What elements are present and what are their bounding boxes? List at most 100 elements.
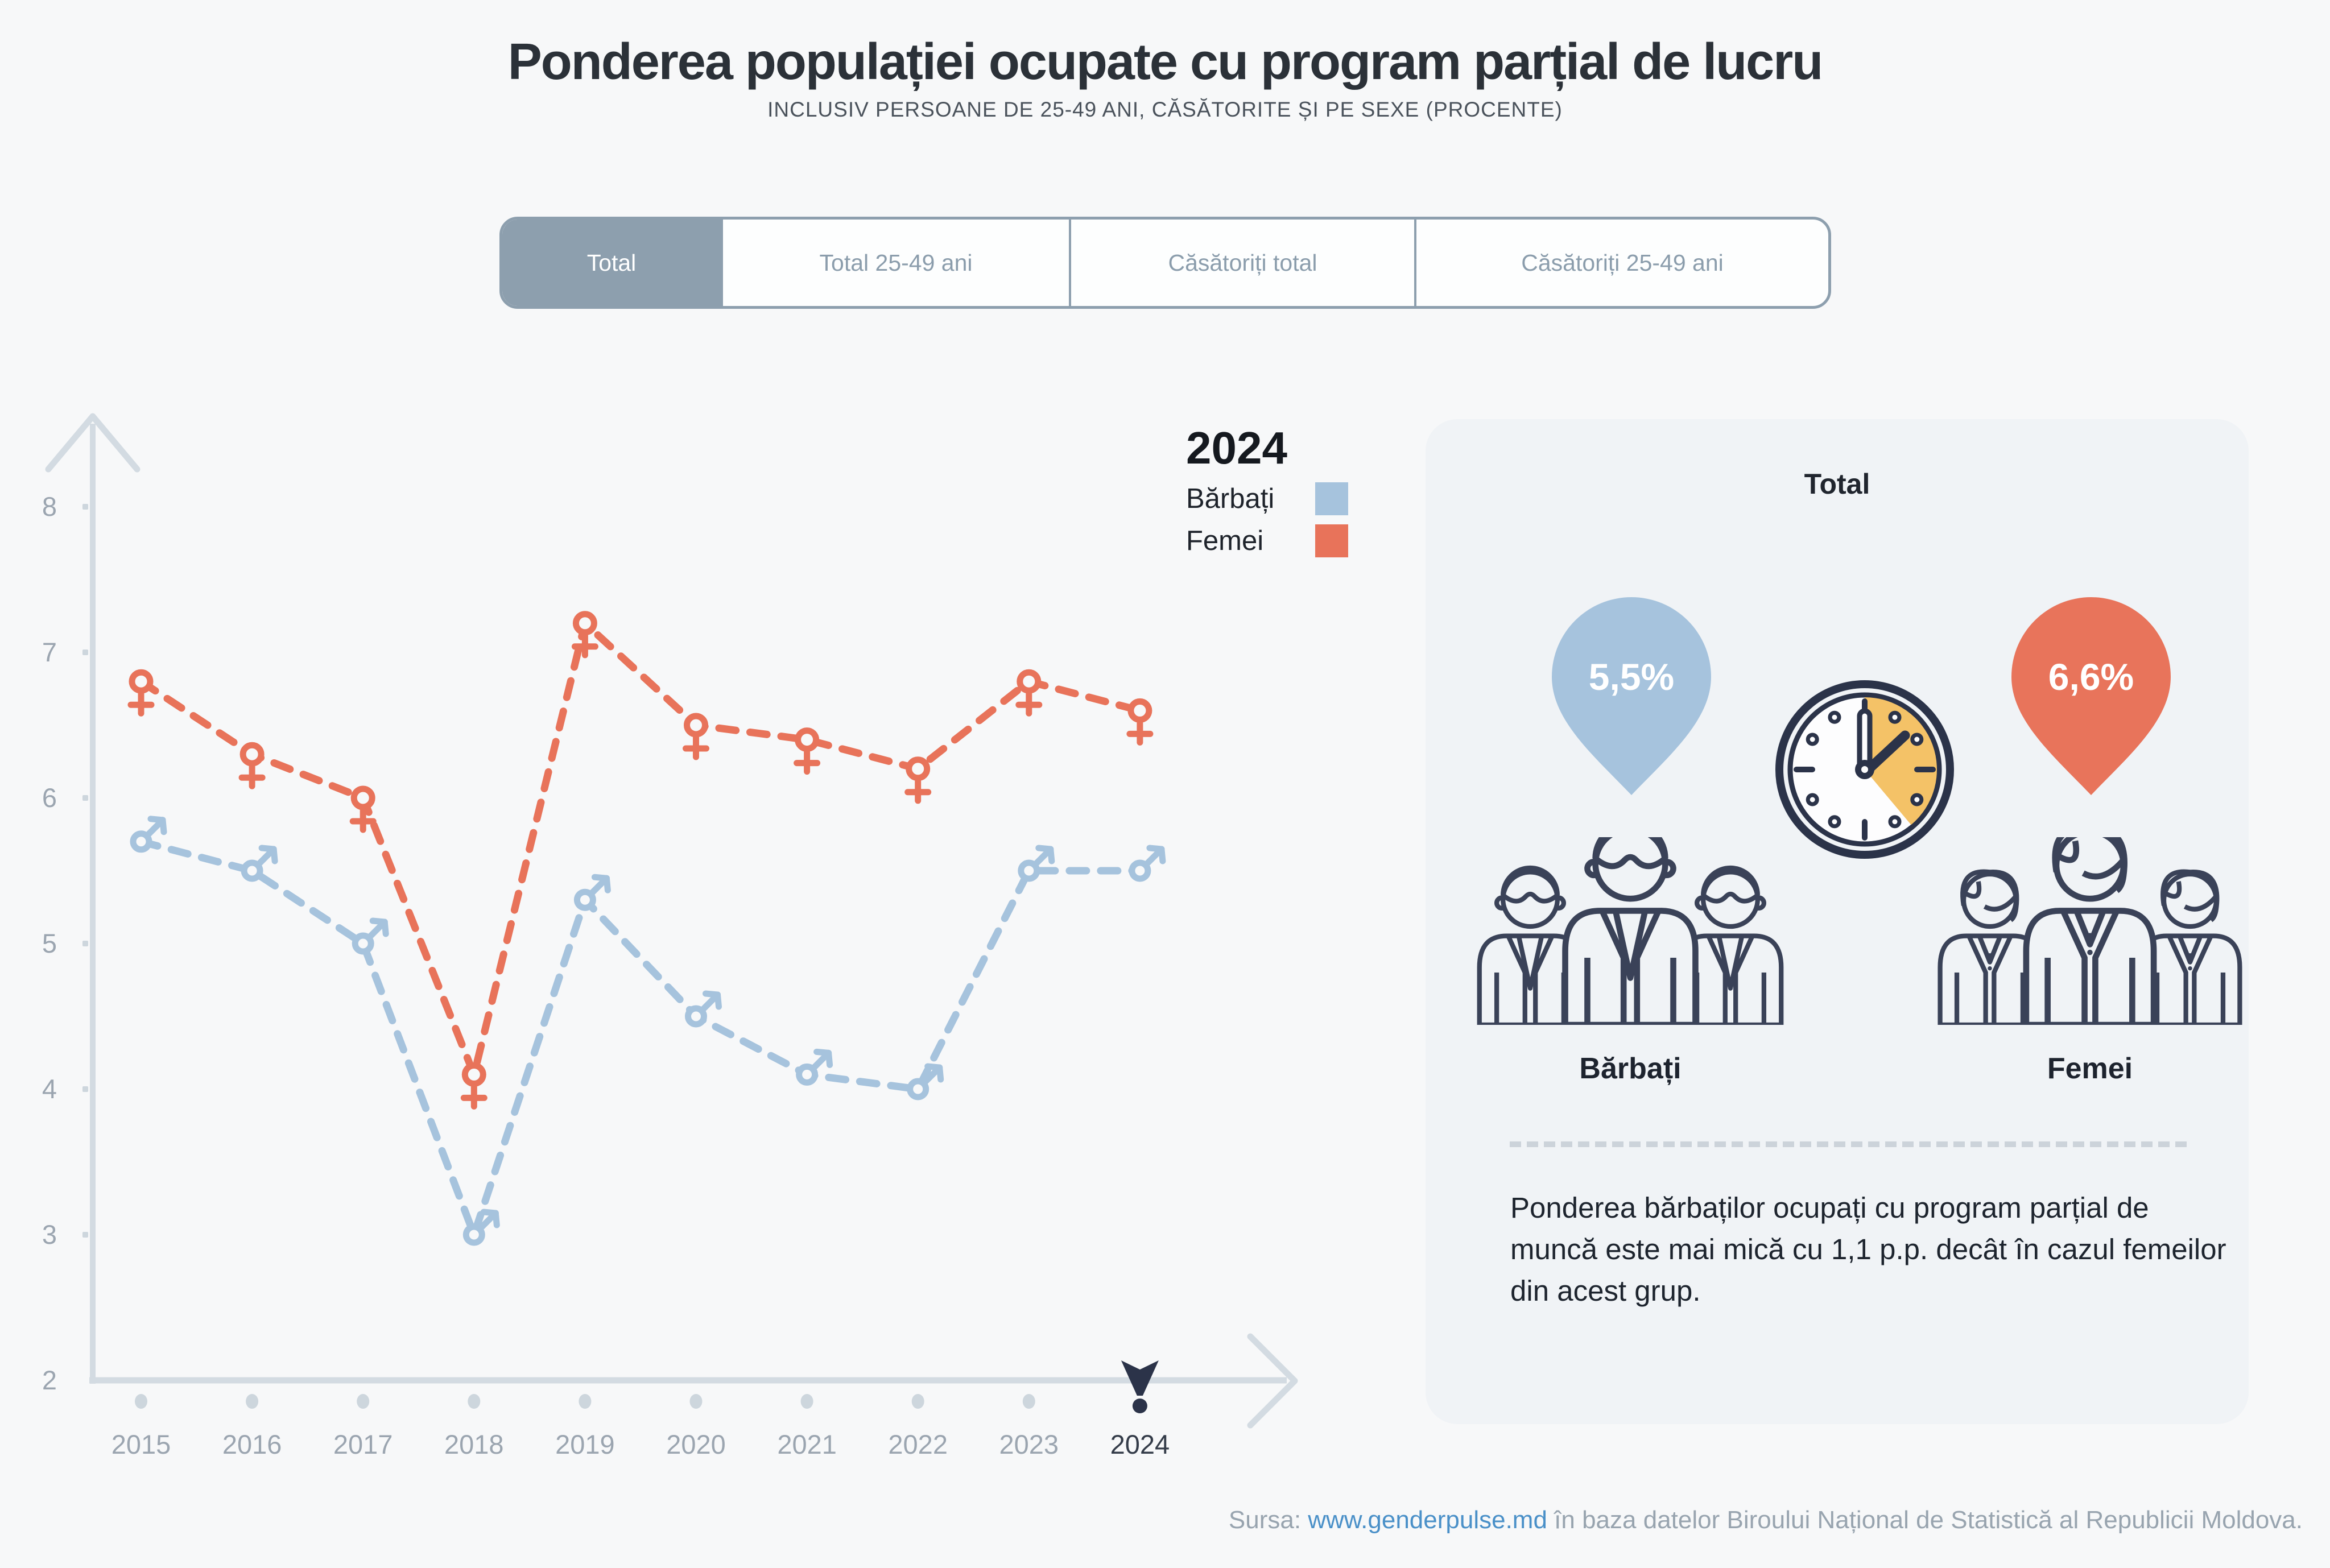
tab-casatoriti-25-49[interactable]: Căsătoriți 25-49 ani xyxy=(1414,220,1828,306)
y-axis-label: 8 xyxy=(42,491,57,522)
legend-row-women: Femei xyxy=(1186,523,1348,558)
page-subtitle: INCLUSIV PERSOANE DE 25-49 ANI, CĂSĂTORI… xyxy=(767,98,1563,121)
tab-total[interactable]: Total xyxy=(502,220,721,306)
male-symbol-marker xyxy=(241,845,278,882)
y-axis-ticks: 2 3 4 5 6 7 8 xyxy=(42,491,88,1395)
y-axis-tick xyxy=(82,649,88,655)
y-axis-tick xyxy=(82,941,88,946)
tab-total-25-49[interactable]: Total 25-49 ani xyxy=(721,220,1069,306)
clock-icon xyxy=(1775,680,1954,859)
male-symbol-marker xyxy=(573,874,611,911)
source-footer: Sursa: www.genderpulse.md în baza datelo… xyxy=(1229,1506,2303,1534)
y-axis-tick xyxy=(82,504,88,510)
y-axis-label: 2 xyxy=(42,1365,57,1395)
source-suffix: în baza datelor Biroului Național de Sta… xyxy=(1547,1506,2303,1534)
line-male xyxy=(137,838,1144,1239)
x-axis-arrow-icon xyxy=(1247,1333,1298,1429)
year-tick-dot xyxy=(1022,1394,1035,1409)
source-prefix: Sursa: xyxy=(1228,1506,1308,1534)
y-axis-tick xyxy=(82,1232,88,1238)
female-symbol-marker xyxy=(683,713,709,760)
series-markers xyxy=(127,611,1166,1246)
male-symbol-marker xyxy=(130,816,167,853)
x-axis-label: 2018 xyxy=(444,1429,504,1459)
men-group-icon xyxy=(1471,837,1790,1025)
x-axis-ticks: 2015 2016 2017 2018 2019 2020 2021 2022 2023 2024 xyxy=(111,1360,1170,1459)
x-axis-label: 2016 xyxy=(222,1429,282,1459)
women-group-label: Femei xyxy=(2047,1052,2133,1085)
female-symbol-marker xyxy=(349,785,377,833)
year-tick-dot xyxy=(800,1394,813,1409)
y-axis-label: 4 xyxy=(42,1074,57,1104)
line-female xyxy=(137,619,1144,1078)
women-value-pin: 6,6% xyxy=(2011,597,2171,795)
x-axis-label: 2021 xyxy=(777,1429,837,1459)
panel-title: Total xyxy=(1804,468,1870,500)
female-symbol-marker xyxy=(1126,698,1154,746)
tab-casatoriti-total[interactable]: Căsătoriți total xyxy=(1069,220,1414,306)
y-axis-label: 7 xyxy=(42,637,57,667)
men-value: 5,5% xyxy=(1589,656,1674,698)
female-symbol-marker xyxy=(904,756,932,804)
men-value-pin: 5,5% xyxy=(1552,597,1711,795)
year-tick-dot xyxy=(579,1394,592,1409)
y-axis-label: 3 xyxy=(42,1219,57,1250)
legend-swatch-men-icon xyxy=(1315,482,1348,515)
female-symbol-marker xyxy=(460,1062,488,1110)
female-symbol-marker xyxy=(1015,669,1043,717)
x-axis-label: 2017 xyxy=(333,1429,393,1459)
men-group-label: Bărbați xyxy=(1579,1052,1682,1085)
year-tick-dot xyxy=(689,1394,703,1409)
x-axis-label: 2024 xyxy=(1110,1429,1170,1459)
page-title: Ponderea populației ocupate cu program p… xyxy=(507,34,1823,90)
women-value: 6,6% xyxy=(2048,656,2134,698)
summary-panel: Total 5,5% 6,6% xyxy=(1426,419,2249,1424)
female-symbol-marker xyxy=(238,742,266,789)
male-symbol-marker xyxy=(796,1048,833,1086)
pin-shape-women xyxy=(2011,597,2171,795)
pin-shape-men xyxy=(1552,597,1711,795)
panel-note: Ponderea bărbaților ocupați cu program p… xyxy=(1510,1191,2226,1307)
x-axis-label: 2020 xyxy=(666,1429,726,1459)
dashed-divider xyxy=(1510,1141,2187,1147)
male-symbol-marker xyxy=(462,1209,500,1246)
y-axis-tick xyxy=(82,1086,88,1092)
y-axis-label: 6 xyxy=(42,783,57,813)
male-symbol-marker xyxy=(1018,845,1055,882)
female-symbol-marker xyxy=(127,669,155,717)
source-link[interactable]: www.genderpulse.md xyxy=(1308,1506,1547,1534)
male-symbol-marker xyxy=(1129,845,1166,882)
women-group-icon xyxy=(1931,837,2249,1025)
year-tick-dot xyxy=(911,1394,924,1409)
x-axis xyxy=(89,1333,1298,1429)
year-tick-dot xyxy=(468,1394,481,1409)
year-tick-dot xyxy=(135,1394,147,1409)
y-axis xyxy=(45,413,141,1384)
x-axis-label: 2023 xyxy=(999,1429,1059,1459)
male-symbol-marker xyxy=(352,917,389,955)
female-symbol-marker xyxy=(794,727,821,775)
year-tick-dot xyxy=(246,1394,259,1409)
category-tabs: Total Total 25-49 ani Căsătoriți total C… xyxy=(499,217,1831,309)
legend-label-men: Bărbați xyxy=(1186,483,1275,514)
legend-row-men: Bărbați xyxy=(1186,481,1348,516)
x-axis-label: 2019 xyxy=(555,1429,615,1459)
legend-swatch-women-icon xyxy=(1315,524,1348,557)
chart-legend: 2024 Bărbați Femei xyxy=(1186,422,1348,558)
male-symbol-marker xyxy=(907,1063,944,1101)
y-axis-tick xyxy=(82,795,88,801)
legend-label-women: Femei xyxy=(1186,526,1264,556)
y-axis-label: 5 xyxy=(42,928,57,958)
series-lines xyxy=(137,619,1144,1239)
legend-year: 2024 xyxy=(1186,423,1287,473)
female-symbol-marker xyxy=(571,611,598,659)
y-axis-arrow-icon xyxy=(45,413,141,473)
current-year-pointer-icon xyxy=(1121,1360,1159,1396)
current-year-dot xyxy=(1132,1399,1147,1413)
x-axis-label: 2022 xyxy=(888,1429,948,1459)
year-tick-dot xyxy=(357,1394,370,1409)
x-axis-label: 2015 xyxy=(111,1429,171,1459)
male-symbol-marker xyxy=(685,990,722,1028)
